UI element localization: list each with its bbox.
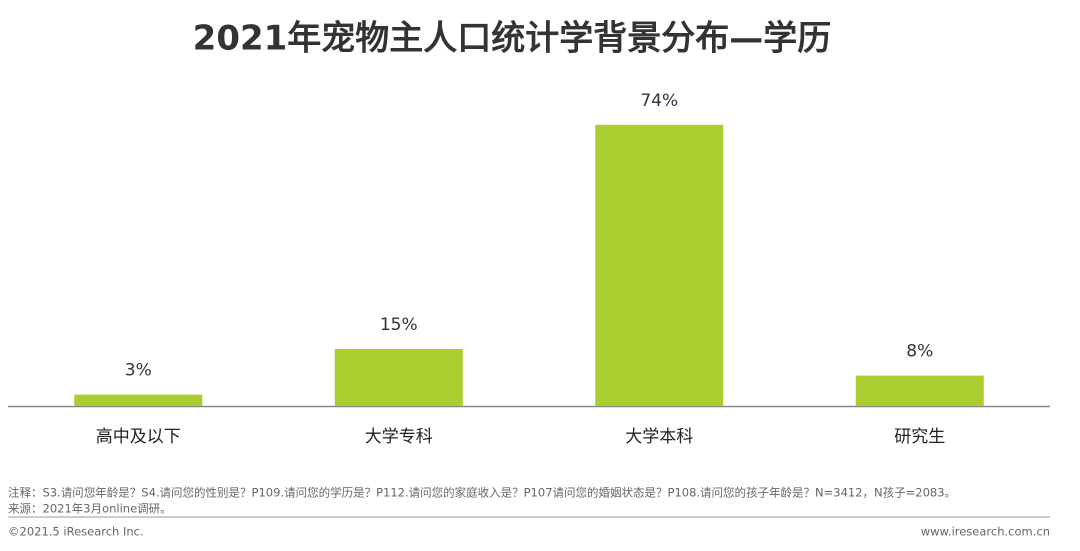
x-tick-label: 高中及以下 bbox=[96, 427, 181, 447]
bar bbox=[74, 394, 203, 406]
bar bbox=[855, 375, 984, 406]
note: 注释：S3.请问您年龄是？S4.请问您的性别是？P109.请问您的学历是？P11… bbox=[8, 486, 956, 500]
value-label: 8% bbox=[906, 342, 933, 362]
x-tick-label: 大学本科 bbox=[625, 427, 693, 447]
website: www.iresearch.com.cn bbox=[921, 525, 1050, 539]
bar bbox=[595, 124, 724, 407]
source: 来源：2021年3月online调研。 bbox=[8, 502, 172, 516]
bar bbox=[334, 349, 463, 406]
value-label: 15% bbox=[380, 315, 418, 335]
copyright: ©2021.5 iResearch Inc. bbox=[8, 525, 144, 539]
chart-title: 2021年宠物主人口统计学背景分布—学历 bbox=[193, 19, 832, 59]
value-label: 3% bbox=[125, 361, 152, 381]
x-tick-label: 大学专科 bbox=[365, 427, 433, 447]
x-tick-label: 研究生 bbox=[894, 427, 945, 447]
value-label: 74% bbox=[640, 91, 678, 111]
